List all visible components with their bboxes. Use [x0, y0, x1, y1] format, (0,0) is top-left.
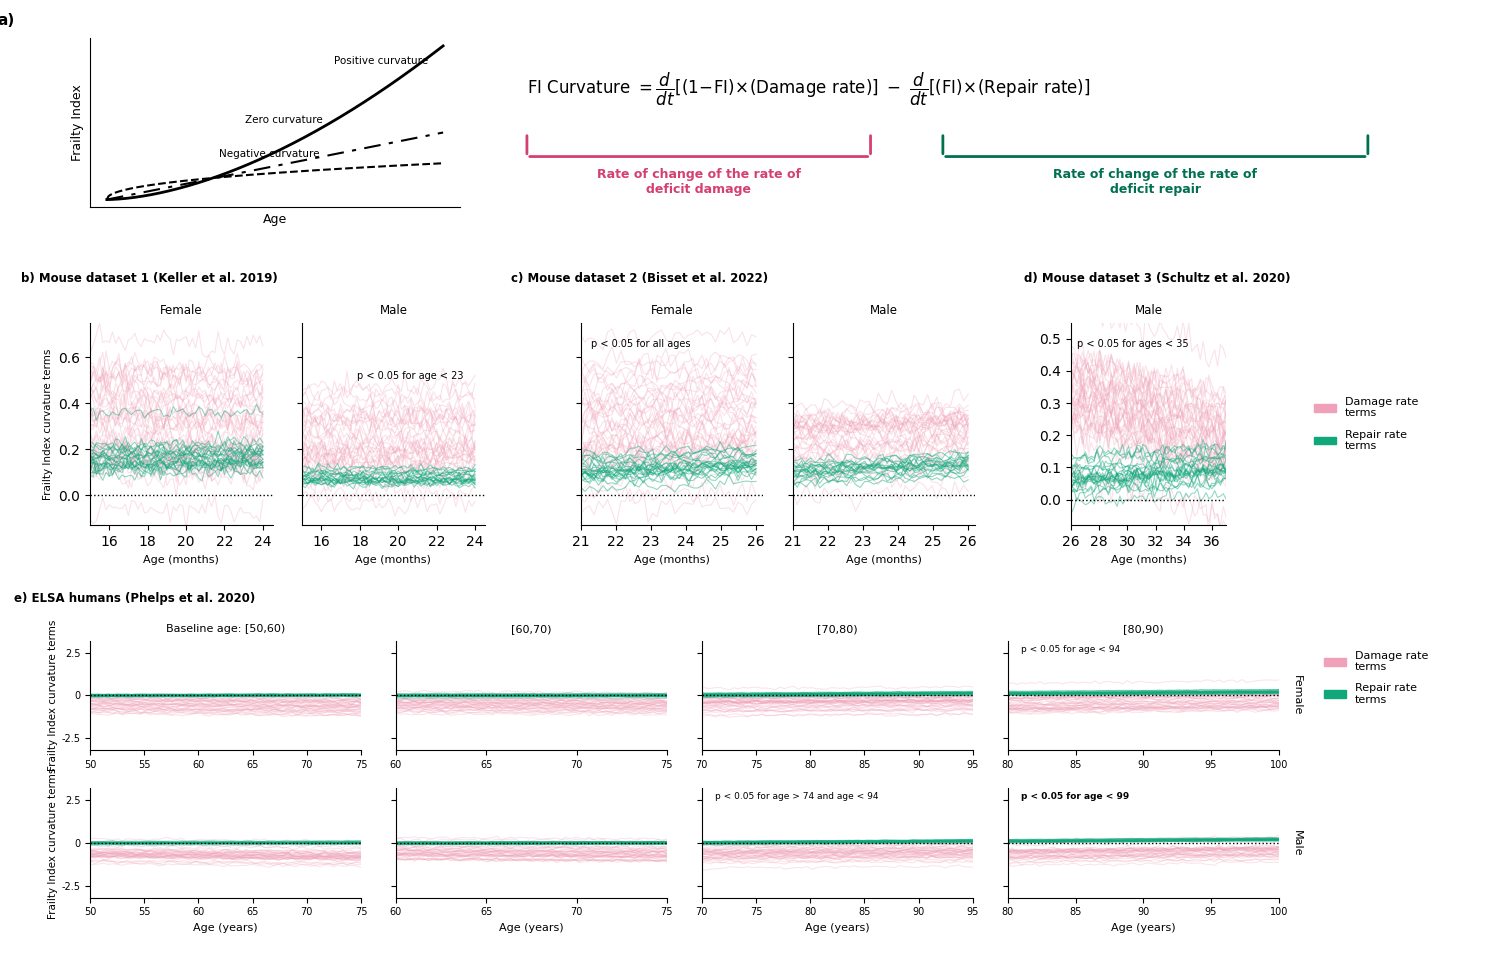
Text: FI Curvature $= \dfrac{d}{dt}\left[(1\!-\!\mathrm{FI})\!\times\!(\mathrm{Damage\: FI Curvature $= \dfrac{d}{dt}\left[(1\!-… [526, 71, 1090, 108]
Text: p < 0.05 for age < 23: p < 0.05 for age < 23 [357, 371, 464, 381]
Title: Male: Male [1134, 305, 1162, 317]
Text: p < 0.05 for age < 94: p < 0.05 for age < 94 [1022, 645, 1120, 653]
Text: p < 0.05 for age > 74 and age < 94: p < 0.05 for age > 74 and age < 94 [716, 793, 879, 801]
Text: Negative curvature: Negative curvature [219, 149, 320, 159]
Title: [80,90): [80,90) [1124, 625, 1164, 634]
Y-axis label: Frailty Index curvature terms: Frailty Index curvature terms [48, 767, 58, 919]
Text: Female: Female [1293, 675, 1302, 715]
Text: Rate of change of the rate of
deficit damage: Rate of change of the rate of deficit da… [597, 168, 801, 196]
Title: [60,70): [60,70) [512, 625, 552, 634]
Text: Positive curvature: Positive curvature [334, 55, 429, 66]
Legend: Damage rate
terms, Repair rate
terms: Damage rate terms, Repair rate terms [1310, 393, 1422, 456]
Title: Female: Female [651, 305, 693, 317]
Title: [70,80): [70,80) [818, 625, 858, 634]
Y-axis label: Frailty Index: Frailty Index [72, 84, 84, 161]
X-axis label: Age (years): Age (years) [194, 923, 258, 933]
X-axis label: Age (years): Age (years) [806, 923, 870, 933]
X-axis label: Age (years): Age (years) [500, 923, 564, 933]
X-axis label: Age (months): Age (months) [144, 555, 219, 564]
Title: Male: Male [380, 305, 408, 317]
Text: e) ELSA humans (Phelps et al. 2020): e) ELSA humans (Phelps et al. 2020) [13, 592, 255, 605]
Text: Male: Male [1293, 830, 1302, 857]
Text: Zero curvature: Zero curvature [246, 115, 322, 125]
Y-axis label: Frailty Index curvature terms: Frailty Index curvature terms [48, 620, 58, 771]
Title: Baseline age: [50,60): Baseline age: [50,60) [166, 625, 285, 634]
Text: c) Mouse dataset 2 (Bisset et al. 2022): c) Mouse dataset 2 (Bisset et al. 2022) [512, 272, 768, 285]
X-axis label: Age (years): Age (years) [1112, 923, 1176, 933]
X-axis label: Age (months): Age (months) [634, 555, 710, 564]
X-axis label: Age (months): Age (months) [846, 555, 922, 564]
Y-axis label: Frailty Index curvature terms: Frailty Index curvature terms [42, 349, 52, 499]
Text: p < 0.05 for ages < 35: p < 0.05 for ages < 35 [1077, 339, 1190, 349]
Text: p < 0.05 for age < 99: p < 0.05 for age < 99 [1022, 793, 1130, 801]
X-axis label: Age (months): Age (months) [1110, 555, 1186, 564]
Title: Male: Male [870, 305, 898, 317]
Text: Rate of change of the rate of
deficit repair: Rate of change of the rate of deficit re… [1053, 168, 1257, 196]
Title: Female: Female [160, 305, 202, 317]
X-axis label: Age (months): Age (months) [356, 555, 432, 564]
Legend: Damage rate
terms, Repair rate
terms: Damage rate terms, Repair rate terms [1320, 647, 1432, 710]
X-axis label: Age: Age [262, 213, 286, 225]
Text: a): a) [0, 12, 15, 28]
Text: p < 0.05 for all ages: p < 0.05 for all ages [591, 339, 692, 349]
Text: d) Mouse dataset 3 (Schultz et al. 2020): d) Mouse dataset 3 (Schultz et al. 2020) [1024, 272, 1292, 285]
Text: b) Mouse dataset 1 (Keller et al. 2019): b) Mouse dataset 1 (Keller et al. 2019) [21, 272, 278, 285]
